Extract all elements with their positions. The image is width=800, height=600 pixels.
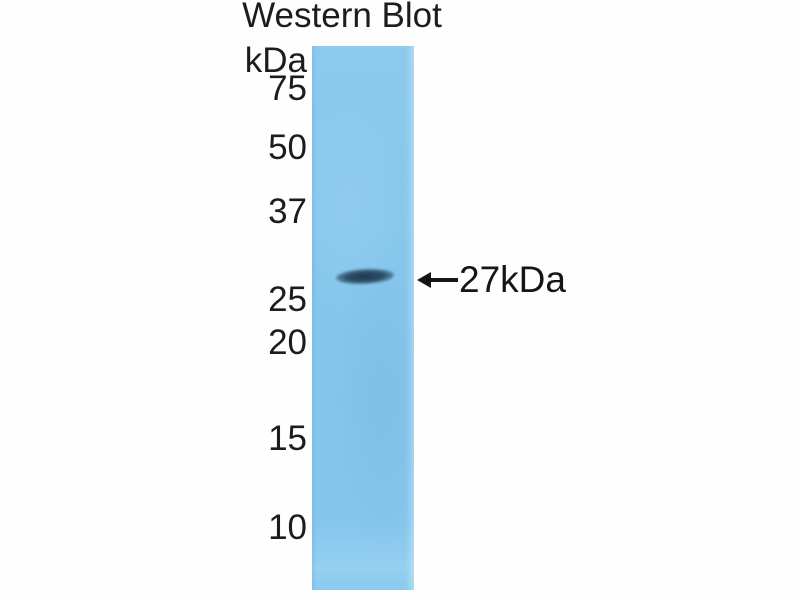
mw-marker-50: 50	[268, 128, 307, 167]
mw-marker-10: 10	[268, 508, 307, 547]
band-annotation: 27kDa	[417, 259, 566, 301]
mw-marker-15: 15	[268, 419, 307, 458]
mw-marker-75: 75	[268, 69, 307, 108]
kda-unit-label: kDa	[244, 41, 307, 80]
protein-band	[335, 267, 395, 286]
mw-marker-25: 25	[268, 280, 307, 319]
figure-title: Western Blot	[242, 0, 442, 35]
mw-marker-37: 37	[268, 192, 307, 231]
left-arrow-icon	[417, 272, 458, 288]
mw-marker-20: 20	[268, 323, 307, 362]
blot-lane	[312, 46, 414, 590]
band-label: 27kDa	[459, 259, 566, 300]
